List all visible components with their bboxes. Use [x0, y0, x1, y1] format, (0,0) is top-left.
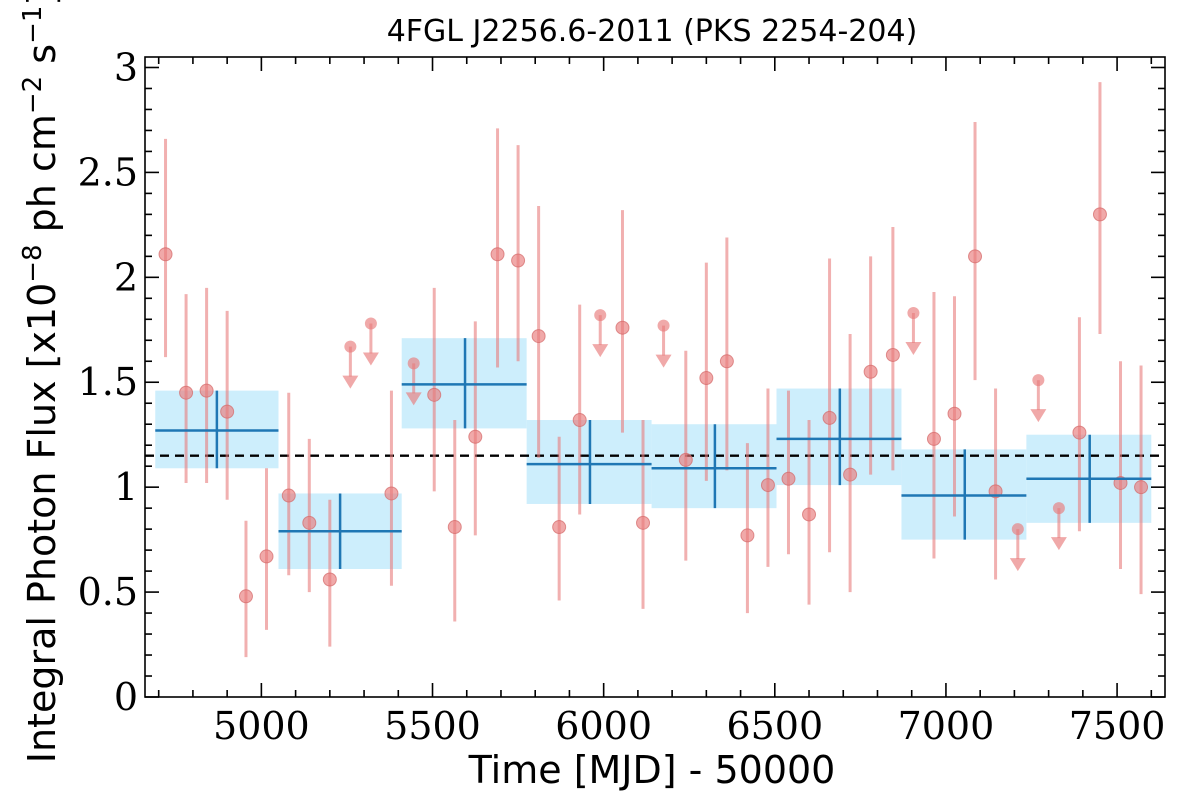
data-point-marker — [179, 385, 194, 400]
data-point-marker — [468, 429, 483, 444]
y-axis-label-part: s — [20, 44, 64, 76]
upper-limit-arrow — [655, 354, 672, 368]
y-tick-label: 0 — [114, 675, 138, 719]
data-point-marker — [615, 320, 630, 335]
upper-limit-marker — [907, 307, 920, 319]
upper-limit-arrow — [362, 352, 379, 366]
data-point-marker — [281, 488, 296, 503]
x-tick-label: 6500 — [726, 704, 823, 748]
data-point-marker — [802, 507, 817, 522]
data-point-marker — [511, 253, 526, 268]
data-point-marker — [636, 515, 651, 530]
data-point-marker — [968, 249, 983, 264]
data-point-marker — [760, 478, 775, 493]
data-point-marker — [926, 431, 941, 446]
data-point-marker — [781, 471, 796, 486]
y-axis-label-part: ] — [20, 0, 64, 6]
y-axis-label-part: Integral Photon Flux [x10 — [20, 283, 64, 764]
data-point-marker — [158, 247, 173, 262]
y-tick-label: 2 — [114, 255, 138, 299]
data-point-marker — [552, 520, 567, 535]
y-axis-label-exp: −2 — [18, 76, 48, 114]
y-axis-label-exp: −8 — [18, 244, 48, 282]
upper-limit-marker — [1052, 502, 1065, 515]
data-point-marker — [843, 467, 858, 482]
upper-limit-marker — [364, 317, 377, 330]
data-point-marker — [220, 404, 235, 419]
upper-limit-arrow — [342, 375, 359, 389]
y-axis-label-part: ph cm — [20, 114, 64, 244]
upper-limit-marker — [344, 340, 357, 353]
data-point-marker — [322, 572, 337, 587]
x-tick-label: 7000 — [898, 704, 995, 748]
plot-frame — [144, 56, 1166, 698]
upper-limit-arrow — [905, 342, 922, 355]
data-point-marker — [447, 520, 462, 535]
data-point-marker — [678, 452, 693, 467]
data-point-marker — [719, 354, 734, 369]
data-point-marker — [259, 549, 274, 564]
data-point-marker — [1092, 207, 1107, 222]
y-tick-label: 1.5 — [78, 360, 138, 404]
plot-area — [145, 82, 1165, 658]
x-tick-label: 7500 — [1069, 704, 1166, 748]
axis-ticks: 5000 5500 6000 6500 7000 7500 0 0.5 1 1.5 2 2.5 3 — [78, 45, 1166, 748]
data-point-marker — [490, 247, 505, 262]
data-point-marker — [572, 413, 587, 428]
chart-title: 4FGL J2256.6-2011 (PKS 2254-204) — [387, 14, 918, 49]
data-point-marker — [238, 589, 253, 604]
y-tick-label: 1 — [114, 465, 138, 509]
x-axis-label: Time [MJD] - 50000 — [468, 748, 836, 792]
x-tick-label: 5000 — [213, 704, 310, 748]
data-point-marker — [199, 383, 214, 398]
y-tick-label: 2.5 — [78, 150, 138, 194]
data-point-marker — [1134, 480, 1149, 495]
upper-limit-arrow — [1030, 409, 1047, 423]
upper-limit-arrow — [1050, 537, 1067, 551]
data-point-marker — [699, 371, 714, 386]
y-axis-label: Integral Photon Flux [x10−8 ph cm−2 s−1] — [18, 0, 64, 763]
x-tick-label: 5500 — [384, 704, 481, 748]
x-tick-label: 6000 — [555, 704, 652, 748]
upper-limit-marker — [594, 309, 607, 322]
data-point-marker — [531, 329, 546, 344]
upper-limit-marker — [407, 357, 420, 370]
data-point-marker — [1072, 425, 1087, 440]
upper-limit-arrow — [1009, 558, 1026, 572]
data-point-marker — [384, 486, 399, 501]
upper-limit-arrow — [592, 344, 609, 358]
upper-limit-marker — [1011, 523, 1024, 536]
data-point-marker — [863, 364, 878, 379]
data-point-marker — [427, 387, 442, 402]
data-point-marker — [822, 410, 837, 425]
data-point-marker — [885, 347, 900, 362]
data-point-marker — [302, 515, 317, 530]
y-axis-label-exp: −1 — [18, 6, 48, 44]
upper-limit-arrow — [405, 392, 422, 406]
upper-limit-marker — [1032, 374, 1045, 387]
data-point-marker — [947, 406, 962, 421]
y-tick-label: 3 — [114, 45, 138, 89]
data-point-marker — [740, 528, 755, 543]
upper-limit-marker — [657, 319, 670, 332]
y-tick-label: 0.5 — [78, 570, 138, 614]
